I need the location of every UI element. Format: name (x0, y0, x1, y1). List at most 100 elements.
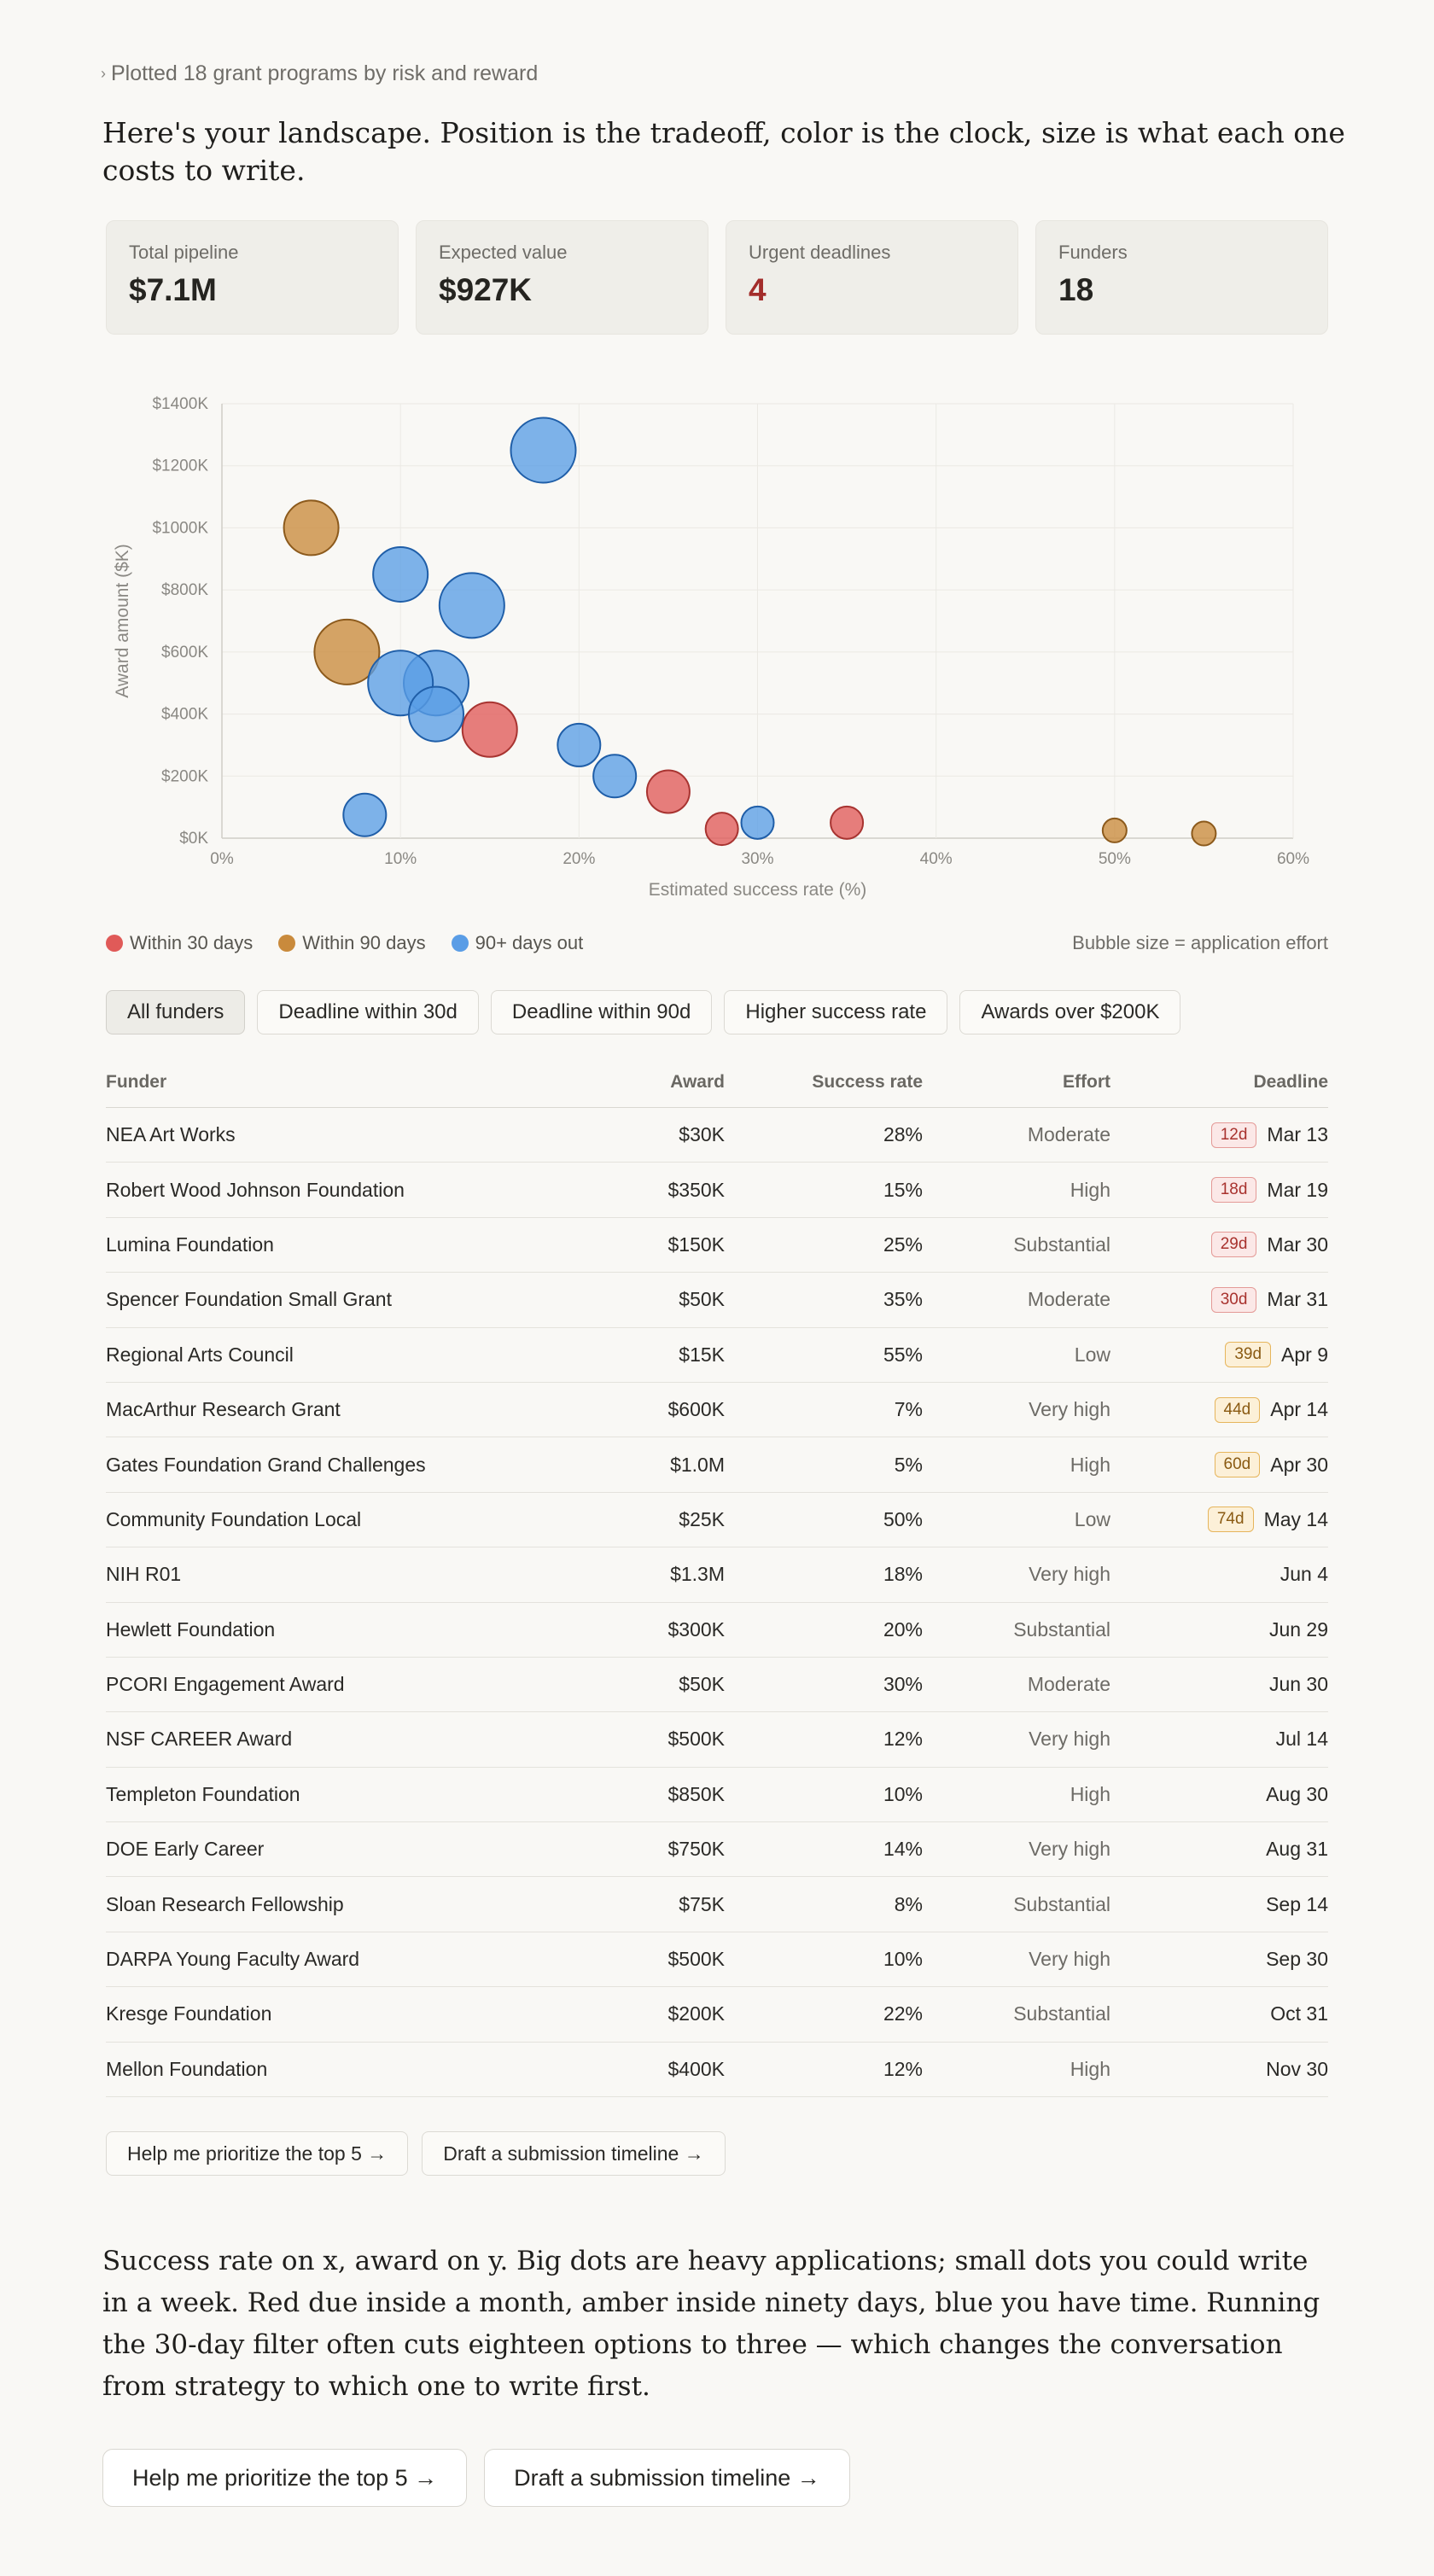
table-row[interactable]: Kresge Foundation $200K 22% Substantial Oct … (106, 1987, 1328, 2043)
prioritize-top5-suggestion[interactable]: Help me prioritize the top 5 → (102, 2449, 468, 2507)
table-row[interactable]: PCORI Engagement Award $50K 30% Moderate Jun… (106, 1658, 1328, 1713)
cell-award: $30K (679, 1123, 725, 1146)
stat-label: Expected value (439, 242, 568, 263)
cell-deadline: Jun 4 (1110, 1563, 1328, 1586)
table-row[interactable]: Robert Wood Johnson Foundation $350K 15% Hi… (106, 1163, 1328, 1218)
header-effort[interactable]: Effort (1063, 1071, 1110, 1092)
y-tick-label: $1200K (152, 458, 208, 475)
stat-label: Urgent deadlines (749, 242, 891, 263)
table-row[interactable]: DARPA Young Faculty Award $500K 10% Very hi… (106, 1932, 1328, 1988)
cell-deadline: 74d May 14 (1110, 1507, 1328, 1533)
bubble-chart: $0K $200K $400K $600K $800K $1000K $1200K $1400… (102, 388, 1332, 909)
x-tick-label: 0% (210, 850, 234, 868)
cell-effort: High (1070, 2057, 1110, 2080)
table-row[interactable]: Spencer Foundation Small Grant $50K 35% Mod… (106, 1273, 1328, 1328)
cell-funder: NIH R01 (106, 1563, 182, 1586)
header-funder[interactable]: Funder (106, 1071, 167, 1092)
cell-funder: Templeton Foundation (106, 1782, 300, 1805)
chart-legend: Within 30 days Within 90 days 90+ days o… (106, 929, 1328, 958)
table-body: NEA Art Works $30K 28% Moderate 12d Mar 13 Rob… (106, 1108, 1328, 2098)
filter-higher-success[interactable]: Higher success rate (724, 990, 948, 1034)
cell-effort: Moderate (1027, 1673, 1110, 1696)
table-row[interactable]: Lumina Foundation $150K 25% Substantial 29d M… (106, 1218, 1328, 1273)
table-row[interactable]: NSF CAREER Award $500K 12% Very high Jul 14 (106, 1712, 1328, 1768)
bubble-point (408, 685, 464, 743)
legend-label: Within 30 days (130, 932, 254, 953)
table-row[interactable]: Templeton Foundation $850K 10% High Aug 30 (106, 1768, 1328, 1823)
cell-success-rate: 50% (883, 1507, 923, 1530)
cell-effort: Low (1074, 1343, 1110, 1366)
deadline-date: Sep 30 (1266, 1948, 1328, 1971)
cell-success-rate: 10% (883, 1948, 923, 1971)
cell-effort: Moderate (1027, 1123, 1110, 1146)
cell-funder: Mellon Foundation (106, 2057, 268, 2080)
y-tick-label: $800K (161, 581, 208, 599)
x-axis-title: Estimated success rate (%) (649, 880, 867, 900)
cell-funder: DARPA Young Faculty Award (106, 1948, 360, 1971)
table-row[interactable]: Hewlett Foundation $300K 20% Substantial Jun… (106, 1603, 1328, 1658)
cell-effort: Low (1074, 1507, 1110, 1530)
cell-award: $500K (667, 1948, 725, 1971)
draft-timeline-suggestion[interactable]: Draft a submission timeline → (484, 2449, 850, 2507)
table-row[interactable]: Mellon Foundation $400K 12% High Nov 30 (106, 2043, 1328, 2098)
days-left-badge: 44d (1214, 1396, 1261, 1423)
deadline-date: Mar 31 (1267, 1288, 1328, 1311)
table-row[interactable]: Gates Foundation Grand Challenges $1.0M 5%… (106, 1437, 1328, 1493)
cell-deadline: 39d Apr 9 (1110, 1342, 1328, 1368)
header-success-rate[interactable]: Success rate (812, 1071, 923, 1092)
cell-funder: NSF CAREER Award (106, 1728, 293, 1751)
stat-funders: Funders 18 (1035, 220, 1328, 335)
bubble-point (510, 417, 577, 484)
days-left-badge: 29d (1210, 1232, 1257, 1258)
cell-deadline: 29d Mar 30 (1110, 1232, 1328, 1258)
cell-funder: Lumina Foundation (106, 1233, 274, 1256)
breadcrumb[interactable]: › Plotted 18 grant programs by risk and r… (101, 61, 538, 86)
y-tick-label: $0K (179, 830, 208, 848)
bubble-chart-svg: $0K $200K $400K $600K $800K $1000K $1200K $1400… (113, 395, 1309, 900)
x-tick-label: 60% (1277, 850, 1309, 868)
x-tick-label: 10% (384, 850, 417, 868)
cell-deadline: 44d Apr 14 (1110, 1396, 1328, 1423)
x-tick-label: 20% (563, 850, 595, 868)
cell-deadline: 18d Mar 19 (1110, 1177, 1328, 1203)
filter-all-funders[interactable]: All funders (106, 990, 246, 1034)
table-row[interactable]: MacArthur Research Grant $600K 7% Very high… (106, 1383, 1328, 1438)
table-row[interactable]: Regional Arts Council $15K 55% Low 39d Apr 9 (106, 1328, 1328, 1383)
cell-deadline: 30d Mar 31 (1110, 1286, 1328, 1313)
cell-success-rate: 12% (883, 2057, 923, 2080)
bubble-point (740, 805, 775, 840)
cell-deadline: 12d Mar 13 (1110, 1122, 1328, 1148)
cell-effort: Substantial (1013, 1617, 1110, 1641)
header-award[interactable]: Award (670, 1071, 725, 1092)
cell-deadline: Sep 30 (1110, 1948, 1328, 1971)
table-row[interactable]: DOE Early Career $750K 14% Very high Aug 31 (106, 1822, 1328, 1878)
cell-deadline: Nov 30 (1110, 2058, 1328, 2081)
cell-success-rate: 12% (883, 1728, 923, 1751)
table-row[interactable]: NEA Art Works $30K 28% Moderate 12d Mar 13 (106, 1108, 1328, 1163)
cell-award: $1.3M (670, 1563, 725, 1586)
cell-award: $350K (667, 1178, 725, 1201)
stat-value: $927K (439, 272, 533, 307)
stats-row: Total pipeline $7.1M Expected value $927… (106, 220, 1328, 335)
cell-award: $50K (679, 1288, 725, 1311)
filter-awards-over-200k[interactable]: Awards over $200K (959, 990, 1181, 1034)
x-tick-label: 40% (920, 850, 953, 868)
filter-deadline-30d[interactable]: Deadline within 30d (257, 990, 479, 1034)
cell-funder: NEA Art Works (106, 1123, 236, 1146)
table-row[interactable]: Sloan Research Fellowship $75K 8% Substanti… (106, 1877, 1328, 1932)
prioritize-top5-button[interactable]: Help me prioritize the top 5 → (106, 2131, 409, 2176)
bubble-point (438, 572, 505, 639)
header-deadline[interactable]: Deadline (1253, 1071, 1328, 1092)
legend-item-later: 90+ days out (451, 932, 583, 954)
deadline-date: Sep 14 (1266, 1892, 1328, 1915)
cell-award: $750K (667, 1838, 725, 1861)
filter-chips: All funders Deadline within 30d Deadline… (106, 990, 1181, 1034)
draft-timeline-button[interactable]: Draft a submission timeline → (422, 2131, 726, 2176)
cell-award: $200K (667, 2002, 725, 2025)
table-row[interactable]: NIH R01 $1.3M 18% Very high Jun 4 (106, 1547, 1328, 1603)
cell-success-rate: 55% (883, 1343, 923, 1366)
filter-deadline-90d[interactable]: Deadline within 90d (490, 990, 713, 1034)
table-row[interactable]: Community Foundation Local $25K 50% Low 74d M… (106, 1493, 1328, 1548)
cell-funder: Hewlett Foundation (106, 1617, 276, 1641)
cell-deadline: Jun 30 (1110, 1673, 1328, 1696)
